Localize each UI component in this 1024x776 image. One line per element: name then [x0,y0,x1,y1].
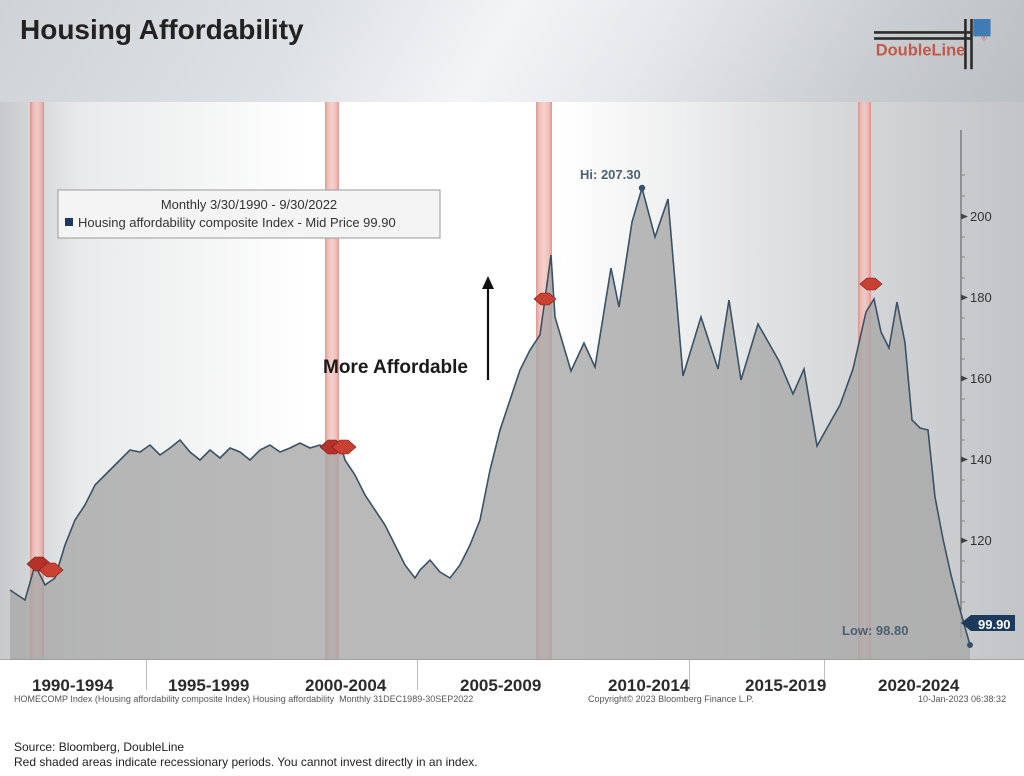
svg-text:Hi: 207.30: Hi: 207.30 [580,167,641,182]
svg-text:140: 140 [970,452,992,467]
svg-text:200: 200 [970,209,992,224]
svg-text:160: 160 [970,371,992,386]
svg-text:99.90: 99.90 [978,617,1011,632]
svg-text:More Affordable: More Affordable [323,357,468,378]
svg-text:Monthly 3/30/1990 - 9/30/2022: Monthly 3/30/1990 - 9/30/2022 [161,197,337,212]
svg-text:DoubleLine: DoubleLine [876,41,966,59]
svg-text:Low: 98.80: Low: 98.80 [842,623,908,638]
svg-text:®: ® [981,35,986,43]
svg-text:Housing affordability composit: Housing affordability composite Index - … [78,215,396,230]
svg-text:180: 180 [970,290,992,305]
svg-text:120: 120 [970,533,992,548]
